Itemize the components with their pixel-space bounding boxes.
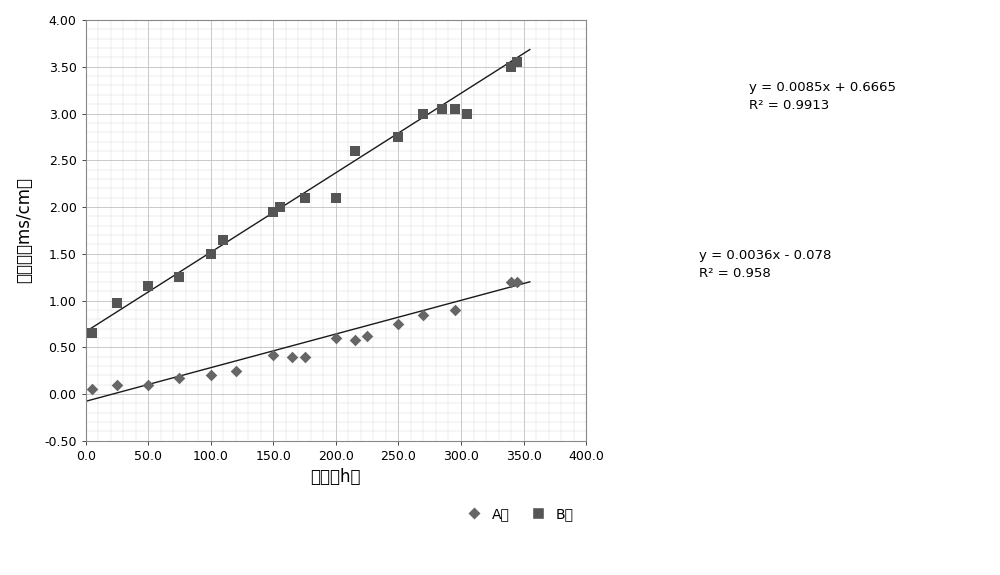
Legend: A型, B型: A型, B型 — [454, 501, 579, 527]
Point — [84, 385, 100, 394]
Point — [84, 329, 100, 338]
Point — [171, 273, 187, 282]
Point — [390, 319, 406, 328]
Point — [203, 371, 219, 380]
Text: y = 0.0085x + 0.6665
R² = 0.9913: y = 0.0085x + 0.6665 R² = 0.9913 — [749, 81, 896, 112]
Point — [328, 193, 344, 202]
Point — [171, 374, 187, 383]
Point — [390, 132, 406, 141]
Point — [109, 380, 125, 389]
Point — [347, 146, 363, 155]
Point — [434, 104, 450, 113]
Point — [447, 104, 463, 113]
Point — [215, 235, 231, 244]
Point — [297, 193, 313, 202]
Point — [140, 282, 156, 291]
Point — [415, 310, 431, 319]
Point — [109, 299, 125, 308]
Point — [509, 277, 525, 286]
Point — [415, 109, 431, 118]
Point — [284, 352, 300, 361]
X-axis label: 时间（h）: 时间（h） — [311, 469, 361, 486]
Point — [509, 58, 525, 67]
Point — [447, 305, 463, 315]
Point — [503, 277, 519, 286]
Point — [359, 331, 375, 340]
Point — [459, 109, 475, 118]
Point — [228, 366, 244, 375]
Point — [347, 335, 363, 344]
Point — [297, 352, 313, 361]
Point — [203, 249, 219, 258]
Point — [272, 202, 288, 212]
Point — [140, 380, 156, 389]
Point — [328, 334, 344, 343]
Text: y = 0.0036x - 0.078
R² = 0.958: y = 0.0036x - 0.078 R² = 0.958 — [699, 249, 831, 280]
Point — [503, 62, 519, 71]
Y-axis label: 电导率（ms/cm）: 电导率（ms/cm） — [15, 178, 33, 283]
Point — [265, 350, 281, 359]
Point — [265, 207, 281, 216]
